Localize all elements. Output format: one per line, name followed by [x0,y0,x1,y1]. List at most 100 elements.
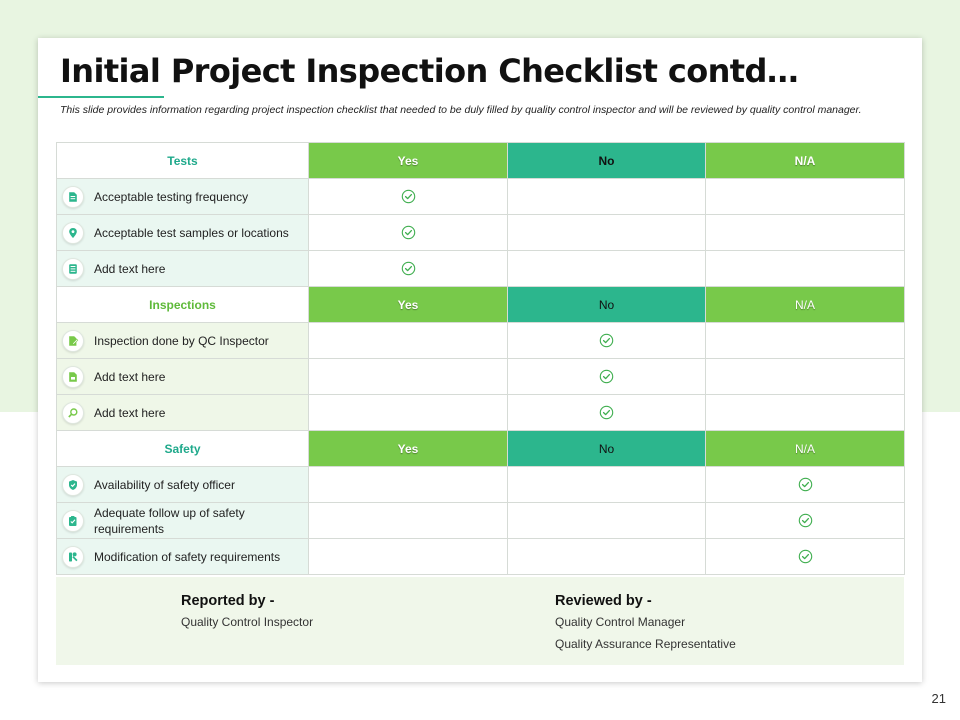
slide-subtitle: This slide provides information regardin… [60,104,862,116]
checklist-row: Availability of safety officer [56,466,905,503]
item-cell: Availability of safety officer [56,466,309,503]
answer-cell-na[interactable] [705,214,905,251]
column-header-no: No [507,142,706,179]
answer-cell-na[interactable] [705,322,905,359]
section-header-row: Tests Yes No N/A [56,142,905,179]
answer-cell-yes[interactable] [308,322,508,359]
item-label: Adequate follow up of safety requirement… [94,505,245,536]
item-label: Acceptable testing frequency [94,189,249,204]
answer-cell-no[interactable] [507,538,706,575]
tools-icon [62,546,84,568]
item-label: Inspection done by QC Inspector [94,333,269,348]
document-edit-icon [62,330,84,352]
item-cell: Acceptable test samples or locations [56,214,309,251]
item-cell: Add text here [56,250,309,287]
item-label: Acceptable test samples or locations [94,225,289,240]
section-label: Tests [56,142,309,179]
checklist-row: Acceptable test samples or locations [56,214,905,251]
check-circle-icon [599,405,614,420]
column-header-na: N/A [705,142,905,179]
item-cell: Modification of safety requirements [56,538,309,575]
answer-cell-na[interactable] [705,250,905,287]
answer-cell-no[interactable] [507,502,706,539]
check-circle-icon [401,225,416,240]
checklist-row: Acceptable testing frequency [56,178,905,215]
reviewed-by-name: Quality Control Manager [555,615,686,629]
item-cell: Acceptable testing frequency [56,178,309,215]
column-header-yes: Yes [308,286,508,323]
checklist-row: Add text here [56,358,905,395]
check-circle-icon [798,477,813,492]
column-header-na: N/A [705,430,905,467]
checklist-row: Add text here [56,250,905,287]
slide-card: Initial Project Inspection Checklist con… [38,38,922,682]
answer-cell-yes[interactable] [308,214,508,251]
reviewed-by-label: Reviewed by - [555,593,652,609]
reported-by-label: Reported by - [181,593,275,609]
item-cell: Add text here [56,394,309,431]
list-icon [62,258,84,280]
check-circle-icon [401,261,416,276]
checklist-row: Inspection done by QC Inspector [56,322,905,359]
check-circle-icon [599,369,614,384]
reported-by-name: Quality Control Inspector [181,615,314,629]
section-label: Safety [56,430,309,467]
checklist-row: Adequate follow up of safety requirement… [56,502,905,539]
answer-cell-yes[interactable] [308,178,508,215]
answer-cell-no[interactable] [507,250,706,287]
answer-cell-no[interactable] [507,466,706,503]
answer-cell-yes[interactable] [308,466,508,503]
slide-title: Initial Project Inspection Checklist con… [60,52,799,90]
check-circle-icon [798,549,813,564]
answer-cell-no[interactable] [507,322,706,359]
checklist-row: Add text here [56,394,905,431]
check-circle-icon [798,513,813,528]
answer-cell-no[interactable] [507,358,706,395]
column-header-yes: Yes [308,142,508,179]
column-header-na: N/A [705,286,905,323]
column-header-yes: Yes [308,430,508,467]
item-cell: Add text here [56,358,309,395]
reviewed-by-name: Quality Assurance Representative [555,637,736,651]
answer-cell-na[interactable] [705,466,905,503]
check-circle-icon [401,189,416,204]
shield-icon [62,474,84,496]
answer-cell-na[interactable] [705,538,905,575]
answer-cell-no[interactable] [507,214,706,251]
section-header-row: Inspections Yes No N/A [56,286,905,323]
answer-cell-yes[interactable] [308,394,508,431]
signoff-footer: Reported by - Quality Control Inspector … [56,577,904,665]
item-label: Add text here [94,261,166,276]
answer-cell-no[interactable] [507,178,706,215]
answer-cell-na[interactable] [705,502,905,539]
page-number: 21 [931,691,946,706]
answer-cell-yes[interactable] [308,538,508,575]
check-circle-icon [599,333,614,348]
document-icon [62,186,84,208]
location-pin-icon [62,222,84,244]
section-header-row: Safety Yes No N/A [56,430,905,467]
reviewed-by-block: Reviewed by - Quality Control Manager Qu… [555,593,736,659]
answer-cell-na[interactable] [705,178,905,215]
magnifier-icon [62,402,84,424]
item-label: Add text here [94,369,166,384]
answer-cell-yes[interactable] [308,502,508,539]
item-label: Add text here [94,405,166,420]
item-label: Availability of safety officer [94,477,235,492]
clipboard-icon [62,510,84,532]
column-header-no: No [507,430,706,467]
item-label: Modification of safety requirements [94,549,281,564]
column-header-no: No [507,286,706,323]
answer-cell-yes[interactable] [308,358,508,395]
title-underline [38,96,164,98]
answer-cell-yes[interactable] [308,250,508,287]
checklist-table: Tests Yes No N/A Acceptable testing frequenc… [56,142,905,575]
checklist-row: Modification of safety requirements [56,538,905,575]
section-label: Inspections [56,286,309,323]
reported-by-block: Reported by - Quality Control Inspector [181,593,313,637]
answer-cell-na[interactable] [705,358,905,395]
item-cell: Inspection done by QC Inspector [56,322,309,359]
item-cell: Adequate follow up of safety requirement… [56,502,309,539]
answer-cell-no[interactable] [507,394,706,431]
answer-cell-na[interactable] [705,394,905,431]
